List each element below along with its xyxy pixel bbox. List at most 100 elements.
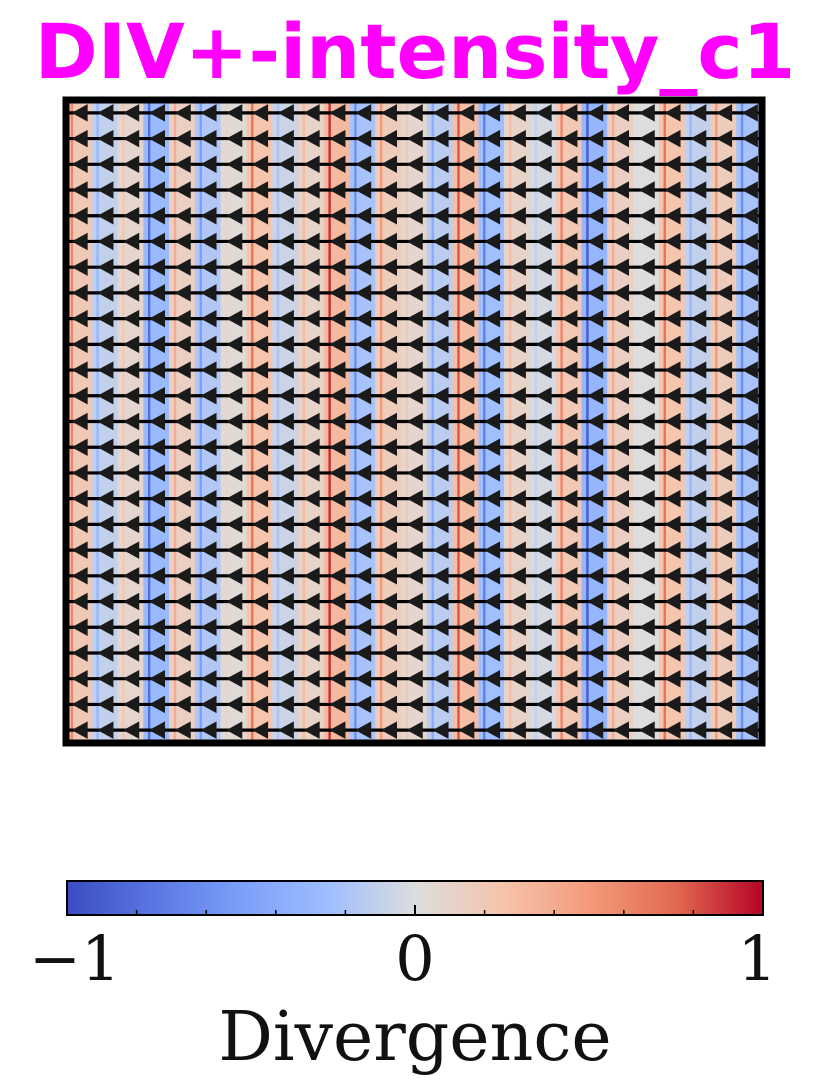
vector-arrow [406,644,423,662]
vector-arrow [741,412,758,431]
vector-arrow [741,155,758,174]
vector-arrow [638,669,655,688]
vector-arrow [277,104,294,122]
vector-arrow [329,695,346,714]
vector-arrow [406,618,423,636]
vector-arrow [355,515,372,534]
vector-arrow [174,489,191,508]
vector-arrow [329,618,346,636]
vector-arrow [690,695,707,714]
vector-arrow [432,567,449,585]
vector-arrow [329,644,346,662]
vector-arrow [329,258,346,276]
vector-arrow [226,669,243,688]
vector-arrow [226,541,243,559]
vector-arrow [174,541,191,559]
vector-arrow [458,129,475,148]
vector-arrow [664,335,681,354]
vector-arrow [535,489,552,508]
vector-arrow [123,618,140,636]
vector-arrow [535,155,552,174]
vector-arrow [638,387,655,405]
vector-arrow [432,129,449,148]
vector-arrow [329,335,346,354]
vector-arrow [561,129,578,148]
vector-arrow [741,669,758,688]
vector-arrow [123,438,140,456]
vector-arrow [252,387,269,405]
vector-arrow [716,515,733,534]
vector-arrow [613,464,629,482]
vector-arrow [484,309,501,328]
vector-arrow [587,567,604,585]
vector-arrow [226,489,243,508]
vector-arrow [638,181,655,199]
vector-arrow [664,155,681,174]
vector-arrow [690,155,707,174]
colorbar-tick-label: 1 [738,922,777,995]
vector-arrow [329,592,346,611]
vector-arrow [123,181,140,199]
vector-arrow [535,129,552,148]
vector-arrow [149,284,165,302]
vector-arrow [71,644,88,662]
vector-arrow [406,232,423,251]
colorbar-tick-label: −1 [29,922,120,995]
vector-arrow [690,207,707,225]
vector-arrow [252,361,269,379]
vector-arrow [406,104,423,122]
vector-arrow [741,232,758,251]
vector-arrow [638,567,655,585]
vector-arrow [149,592,165,611]
vector-arrow [174,669,191,688]
vector-arrow [587,232,604,251]
vector-arrow [690,721,707,739]
vector-arrow [97,669,114,688]
vector-arrow [149,387,165,405]
vector-arrow [690,618,707,636]
vector-arrow [509,541,526,559]
vector-arrow [355,258,372,276]
vector-arrow [484,387,501,405]
vector-arrow [71,721,88,739]
vector-arrow [587,258,604,276]
vector-arrow [381,721,397,739]
vector-arrow [174,284,191,302]
vector-arrow [329,155,346,174]
vector-arrow [690,361,707,379]
vector-arrow [664,464,681,482]
vector-arrow [174,207,191,225]
vector-arrow [613,721,629,739]
vector-arrow [613,335,629,354]
vector-arrow [432,284,449,302]
vector-arrow [355,155,372,174]
vector-arrow [381,695,397,714]
vector-arrow [277,361,294,379]
vector-arrow [638,541,655,559]
vector-arrow [664,618,681,636]
vector-arrow [226,438,243,456]
vector-arrow [484,618,501,636]
vector-arrow [381,387,397,405]
vector-arrow [149,155,165,174]
vector-arrow [561,464,578,482]
vector-arrow [381,464,397,482]
vector-arrow [303,489,320,508]
vector-arrow [174,515,191,534]
vector-arrow [381,412,397,431]
vector-arrow [226,181,243,199]
vector-arrow [664,541,681,559]
vector-arrow [613,618,629,636]
vector-arrow [303,284,320,302]
vector-arrow [174,695,191,714]
vector-arrow [226,721,243,739]
vector-arrow [381,181,397,199]
vector-arrow [226,567,243,585]
vector-arrow [252,207,269,225]
vector-arrow [484,207,501,225]
vector-arrow [381,207,397,225]
vector-arrow [638,129,655,148]
vector-arrow [716,387,733,405]
vector-arrow [149,438,165,456]
vector-arrow [381,644,397,662]
